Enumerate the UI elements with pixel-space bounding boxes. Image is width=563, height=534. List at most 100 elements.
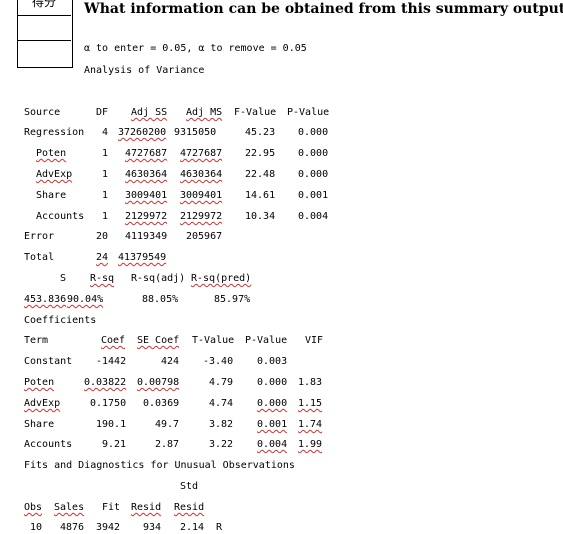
unusual-title: Fits and Diagnostics for Unusual Observa… [24,460,295,471]
coef-secoef: 0.00798 [137,377,180,388]
coef-col-tvalue: T-Value [192,335,235,346]
coef-pvalue: 0.000 [257,377,288,388]
anova-adjss: 37260200 [118,127,167,138]
summary-col-rsqadj: R-sq(adj) [131,273,186,284]
anova-adjss: 4119349 [125,231,168,242]
coef-pvalue: 0.003 [257,356,288,367]
anova-df: 1 [102,169,109,180]
coef-coef: 9.21 [102,439,127,450]
anova-fvalue: 22.95 [245,148,276,159]
anova-pvalue: 0.001 [298,190,329,201]
coef-col-pvalue: P-Value [245,335,288,346]
anova-pvalue: 0.004 [298,211,329,222]
unusual-sales: 4876 [60,522,85,533]
coef-col-vif: VIF [305,335,324,346]
unusual-col-obs: Obs [24,502,43,513]
coef-pvalue: 0.004 [257,439,288,450]
anova-adjss: 41379549 [118,252,167,263]
coef-coef: 0.1750 [90,398,127,409]
coef-term: AdvExp [24,398,61,409]
anova-fvalue: 22.48 [245,169,276,180]
anova-source: Poten [36,148,67,159]
anova-adjms: 3009401 [180,190,223,201]
anova-title: Analysis of Variance [84,65,205,76]
anova-adjms: 205967 [186,231,223,242]
anova-pvalue: 0.000 [298,127,329,138]
score-box-divider-2 [17,40,71,41]
coef-coef: 190.1 [96,419,127,430]
score-box [17,0,73,68]
coef-term: Constant [24,356,73,367]
anova-df: 1 [102,148,109,159]
anova-fvalue: 10.34 [245,211,276,222]
alpha-line: α to enter = 0.05, α to remove = 0.05 [84,43,307,54]
anova-col-fvalue: F-Value [234,107,277,118]
coef-col-coef: Coef [101,335,126,346]
coef-title: Coefficients [24,315,97,326]
unusual-fit: 3942 [96,522,121,533]
anova-adjms: 9315050 [174,127,217,138]
coef-vif: 1.15 [298,398,323,409]
anova-adjss: 2129972 [125,211,168,222]
anova-source: Share [36,190,67,201]
anova-source: AdvExp [36,169,73,180]
unusual-std-label: Std [180,481,199,492]
summary-rsqpred: 85.97% [214,294,251,305]
anova-adjss: 3009401 [125,190,168,201]
anova-df: 1 [102,211,109,222]
coef-tvalue: 3.22 [209,439,234,450]
unusual-flag: R [216,522,223,533]
summary-col-rsq: R-sq [90,273,115,284]
coef-secoef: 0.0369 [143,398,180,409]
anova-adjms: 4727687 [180,148,223,159]
anova-adjms: 4630364 [180,169,223,180]
anova-col-adjms: Adj MS [186,107,223,118]
coef-coef: 0.03822 [84,377,127,388]
coef-pvalue: 0.001 [257,419,288,430]
unusual-col-std-resid: Resid [174,502,205,513]
coef-col-term: Term [24,335,49,346]
unusual-std-resid: 2.14 [180,522,205,533]
anova-source: Accounts [36,211,85,222]
coef-vif: 1.83 [298,377,323,388]
anova-df: 20 [96,231,109,242]
coef-term: Share [24,419,55,430]
coef-term: Poten [24,377,55,388]
anova-adjms: 2129972 [180,211,223,222]
anova-source: Total [24,252,55,263]
coef-pvalue: 0.000 [257,398,288,409]
summary-col-rsqpred: R-sq(pred) [191,273,252,284]
coef-coef: -1442 [96,356,127,367]
anova-fvalue: 14.61 [245,190,276,201]
anova-df: 4 [102,127,109,138]
unusual-resid: 934 [143,522,162,533]
coef-col-secoef: SE Coef [137,335,180,346]
anova-pvalue: 0.000 [298,148,329,159]
anova-df: 1 [102,190,109,201]
coef-term: Accounts [24,439,73,450]
coef-vif: 1.74 [298,419,323,430]
coef-secoef: 2.87 [155,439,180,450]
unusual-col-fit: Fit [102,502,121,513]
coef-tvalue: 3.82 [209,419,234,430]
anova-col-source: Source [24,107,61,118]
anova-col-adjss: Adj SS [131,107,168,118]
anova-col-df: DF [96,107,109,118]
anova-col-pvalue: P-Value [287,107,330,118]
summary-rsqadj: 88.05% [142,294,179,305]
summary-col-s: S [60,273,67,284]
summary-rsq: 90.04% [67,294,104,305]
question-text: What information can be obtained from th… [84,1,563,17]
summary-s: 453.836 [24,294,67,305]
coef-tvalue: -3.40 [203,356,234,367]
coef-secoef: 424 [161,356,180,367]
unusual-col-resid: Resid [131,502,162,513]
score-box-divider [17,15,71,16]
anova-fvalue: 45.23 [245,127,276,138]
coef-vif: 1.99 [298,439,323,450]
anova-source: Regression [24,127,85,138]
coef-tvalue: 4.79 [209,377,234,388]
anova-adjss: 4727687 [125,148,168,159]
anova-df: 24 [96,252,109,263]
unusual-col-sales: Sales [54,502,85,513]
